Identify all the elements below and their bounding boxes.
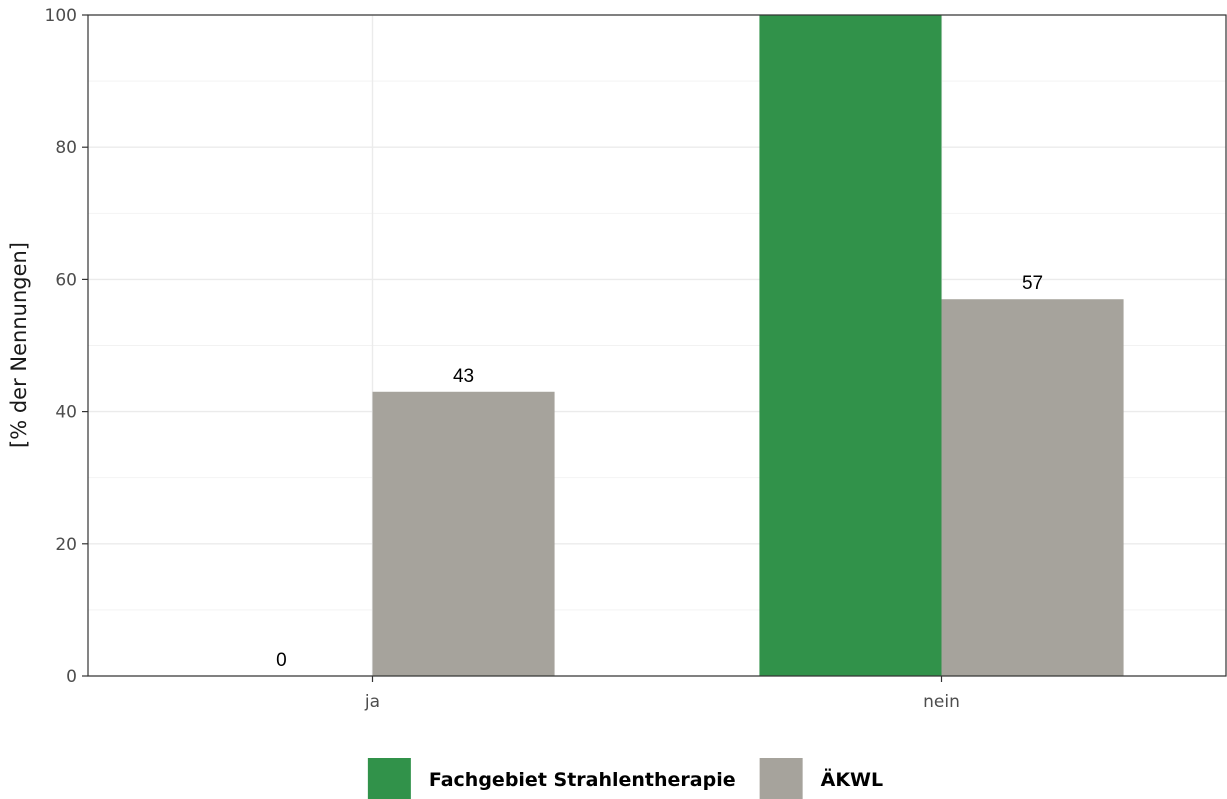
x-tick-label: ja: [364, 692, 380, 712]
y-axis: 0 20 40 60 80 100: [45, 6, 88, 687]
x-tick-label: nein: [923, 692, 960, 712]
legend-key: [759, 758, 803, 799]
bar: [941, 299, 1124, 676]
plot-panel-border: [87, 14, 1227, 677]
legend: Fachgebiet Strahlentherapie ÄKWL: [367, 758, 884, 799]
legend-label: ÄKWL: [821, 767, 884, 791]
bar: [372, 391, 555, 676]
x-axis: ja nein: [364, 676, 960, 712]
data-label: 43: [453, 366, 474, 387]
data-label: 57: [1022, 273, 1043, 294]
y-tick-label: 40: [55, 403, 77, 423]
y-tick-label: 80: [55, 138, 77, 158]
bars: [372, 15, 1124, 676]
bar: [759, 15, 942, 676]
data-label: 0: [276, 650, 287, 671]
y-tick-label: 60: [55, 270, 77, 290]
y-tick-label: 20: [55, 535, 77, 555]
y-axis-title: [% der Nennungen]: [7, 242, 31, 448]
legend-label: Fachgebiet Strahlentherapie: [429, 769, 736, 791]
y-tick-label: 100: [45, 6, 77, 26]
y-tick-label: 0: [66, 667, 77, 687]
data-labels: 0 43 57: [276, 273, 1043, 671]
legend-key: [367, 758, 411, 799]
